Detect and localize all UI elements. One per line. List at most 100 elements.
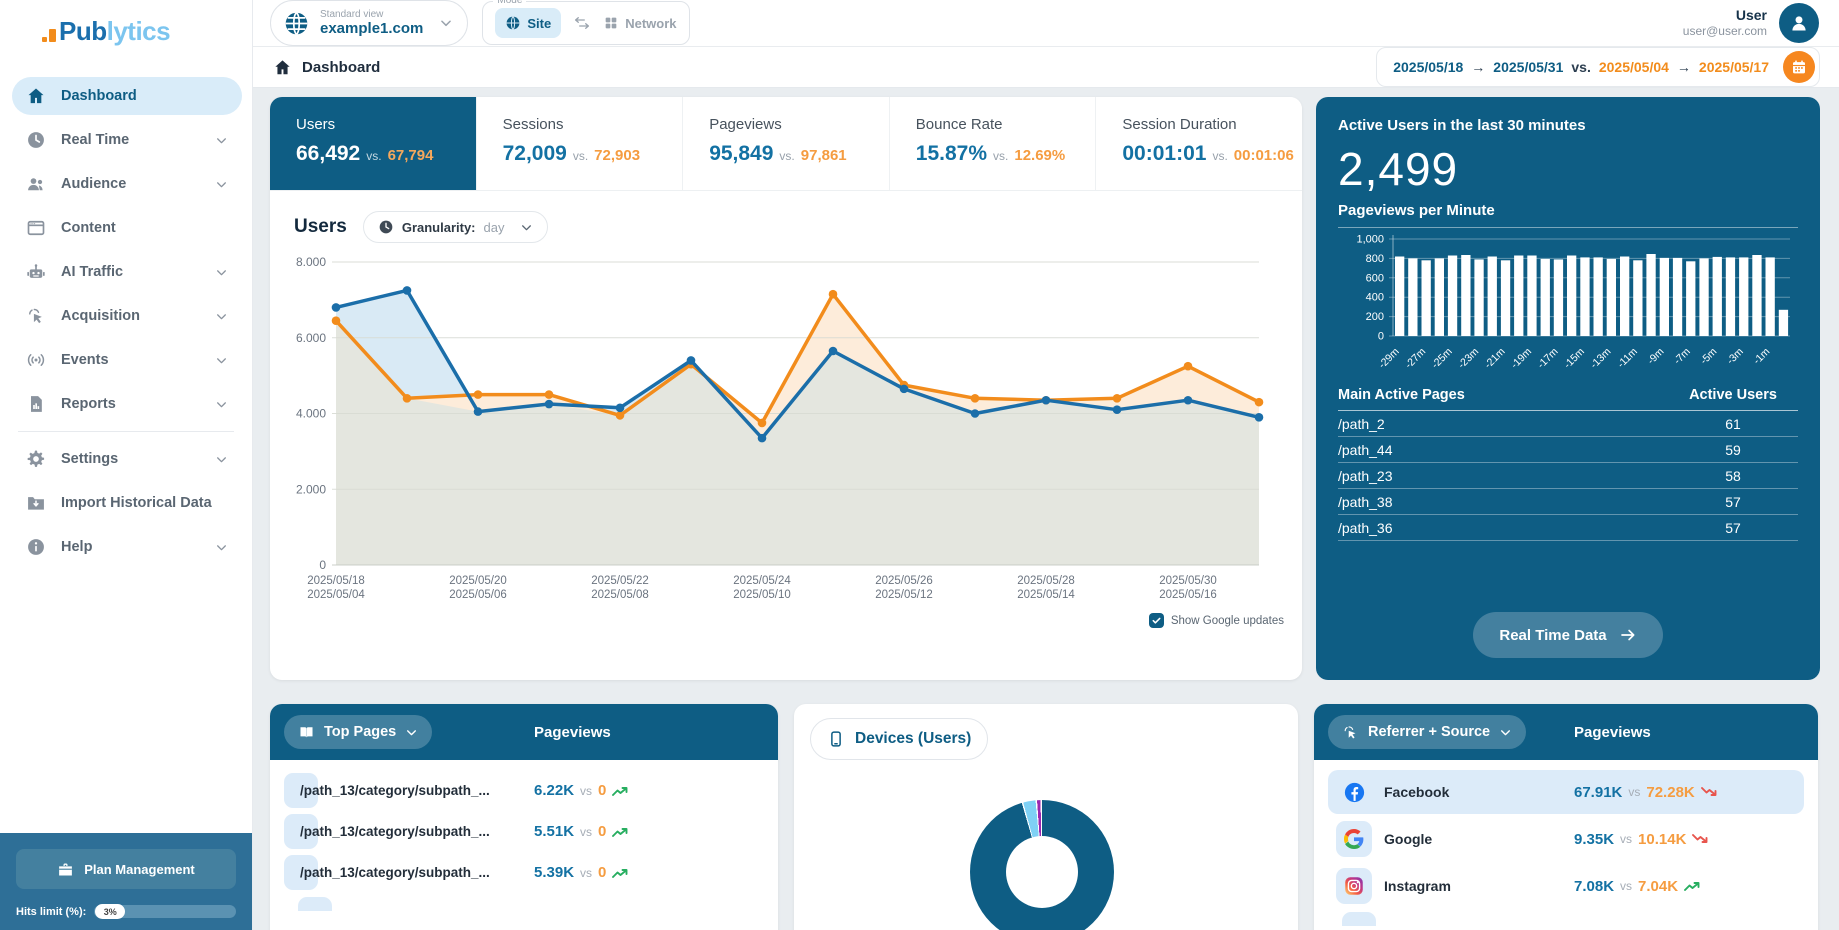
sidebar-item-reports[interactable]: Reports [12,385,242,423]
referrer-row-facebook[interactable]: Facebook 67.91K vs 72.28K [1328,770,1804,814]
trend-up-icon [612,785,629,797]
active-page-row[interactable]: /path_38 57 [1338,489,1798,515]
svg-text:2025/05/26: 2025/05/26 [875,575,933,587]
home-icon [273,58,292,77]
referrer-row-instagram[interactable]: Instagram 7.08K vs 7.04K [1328,864,1804,908]
breadcrumb: Dashboard [302,58,381,76]
site-view-label: Standard view [320,8,384,20]
arrow-right-glyph: → [1471,59,1486,75]
top-page-row[interactable]: /path_13/category/subpath_... 5.39K vs 0 [284,852,764,893]
site-selector[interactable]: Standard view example1.com [270,0,469,46]
home-icon [26,86,46,106]
svg-text:6.000: 6.000 [296,331,326,345]
svg-text:-7m: -7m [1672,345,1693,366]
active-page-row[interactable]: /path_23 58 [1338,463,1798,489]
top-pages-value-column: Pageviews [534,723,611,741]
sidebar-item-acquisition[interactable]: Acquisition [12,297,242,335]
trend-up-icon [612,867,629,879]
sidebar-nav: Dashboard Real Time Audience Content AI Traf… [0,71,252,572]
globe-icon [283,10,310,37]
date-range-selector[interactable]: 2025/05/18 → 2025/05/31 vs. 2025/05/04 →… [1376,47,1820,87]
clock-icon [26,130,46,150]
svg-text:2025/05/08: 2025/05/08 [591,589,649,601]
users-overview-card: Users 66,492 vs. 67,794 Sessions 72,009 vs. 72,… [270,97,1302,680]
svg-text:800: 800 [1366,253,1384,265]
mode-network-button[interactable]: Network [603,15,677,31]
granularity-dropdown[interactable]: Granularity: day [362,211,549,243]
granularity-label: Granularity: [401,219,476,235]
active-page-row[interactable]: /path_2 61 [1338,411,1798,437]
svg-text:8.000: 8.000 [296,255,326,269]
swap-mode-icon[interactable] [573,14,591,32]
chevron-down-icon [215,398,228,411]
sidebar-item-settings[interactable]: Settings [12,440,242,478]
show-google-updates-checkbox[interactable] [1148,613,1164,628]
calendar-button[interactable] [1783,51,1815,83]
page-chip [284,855,318,890]
top-page-row[interactable]: /path_13/category/subpath_... 5.51K vs 0 [284,811,764,852]
range-vs: vs. [1571,59,1591,75]
tab-users[interactable]: Users 66,492 vs. 67,794 [270,97,477,190]
svg-text:2025/05/10: 2025/05/10 [733,589,791,601]
arrow-right-glyph: → [1676,59,1691,75]
svg-text:2025/05/04: 2025/05/04 [307,589,365,601]
col-main-active-pages: Main Active Pages [1338,387,1465,403]
users-line-chart: 8.000 6.000 4.000 2.000 0 2025/05/18 2025/05/0… [284,247,1294,619]
svg-text:-19m: -19m [1509,345,1535,371]
user-avatar[interactable] [1779,3,1819,43]
devices-pill[interactable]: Devices (Users) [810,718,989,760]
svg-text:2025/05/20: 2025/05/20 [449,575,507,587]
svg-text:-11m: -11m [1615,345,1640,370]
svg-text:2025/05/14: 2025/05/14 [1017,589,1075,601]
referrer-row-google[interactable]: Google 9.35K vs 10.14K [1328,817,1804,861]
active-page-row[interactable]: /path_36 57 [1338,515,1798,541]
top-page-row-partial[interactable] [298,897,332,911]
hits-limit-row: Hits limit (%): 3% [16,904,236,919]
sidebar-item-content[interactable]: Content [12,209,242,247]
real-time-data-button[interactable]: Real Time Data [1473,612,1663,658]
svg-text:400: 400 [1366,292,1384,304]
broadcast-icon [26,350,46,370]
publytics-logo[interactable]: Publytics [0,0,252,55]
referrer-source-dropdown[interactable]: Referrer + Source [1328,715,1527,749]
chevron-down-icon [1499,726,1512,739]
sidebar-item-ai-traffic[interactable]: AI Traffic [12,253,242,291]
top-pages-dropdown[interactable]: Top Pages [284,715,433,749]
trend-up-icon [1684,880,1701,892]
svg-text:-23m: -23m [1456,345,1482,371]
svg-text:200: 200 [1366,311,1384,323]
sidebar-item-real-time[interactable]: Real Time [12,121,242,159]
mode-site-button[interactable]: Site [495,8,562,38]
referrer-row-partial[interactable] [1342,912,1376,926]
sidebar-item-dashboard[interactable]: Dashboard [12,77,242,115]
realtime-card: Active Users in the last 30 minutes 2,49… [1316,97,1820,680]
page-chip [284,814,318,849]
svg-text:1,000: 1,000 [1356,234,1384,246]
sidebar-item-help[interactable]: Help [12,528,242,566]
mode-toggle: Mode Site Network [482,0,690,45]
sidebar-item-import-historical-data[interactable]: Import Historical Data [12,484,242,522]
pageviews-per-minute-chart: 1,000 800 600 400 200 0 -29m -27m -25m -23m -21m -1… [1338,232,1798,374]
svg-text:-29m: -29m [1376,345,1402,371]
main-active-pages-table: Main Active Pages Active Users /path_2 61… [1338,382,1798,541]
svg-text:2025/05/16: 2025/05/16 [1159,589,1217,601]
sidebar-item-events[interactable]: Events [12,341,242,379]
devices-donut-chart[interactable] [970,800,1114,930]
top-page-row[interactable]: /path_13/category/subpath_... 6.22K vs 0 [284,770,764,811]
briefcase-icon [57,861,74,878]
active-users-title: Active Users in the last 30 minutes [1338,117,1586,134]
tab-sessions[interactable]: Sessions 72,009 vs. 72,903 [476,97,684,190]
facebook-icon [1336,774,1372,810]
tab-bounce-rate[interactable]: Bounce Rate 15.87% vs. 12.69% [889,97,1097,190]
sidebar-item-audience[interactable]: Audience [12,165,242,203]
chart-title: Users [294,216,347,237]
mode-legend: Mode [493,0,527,6]
active-page-row[interactable]: /path_44 59 [1338,437,1798,463]
tab-session-duration[interactable]: Session Duration 00:01:01 vs. 00:01:06 [1096,97,1302,190]
tab-pageviews[interactable]: Pageviews 95,849 vs. 97,861 [683,97,890,190]
referrer-source-card: Referrer + Source Pageviews Facebook 67.9… [1314,704,1818,930]
mobile-phone-icon [827,730,845,748]
plan-management-button[interactable]: Plan Management [16,849,236,889]
hits-limit-value: 3% [95,904,126,919]
svg-text:2025/05/28: 2025/05/28 [1017,575,1075,587]
